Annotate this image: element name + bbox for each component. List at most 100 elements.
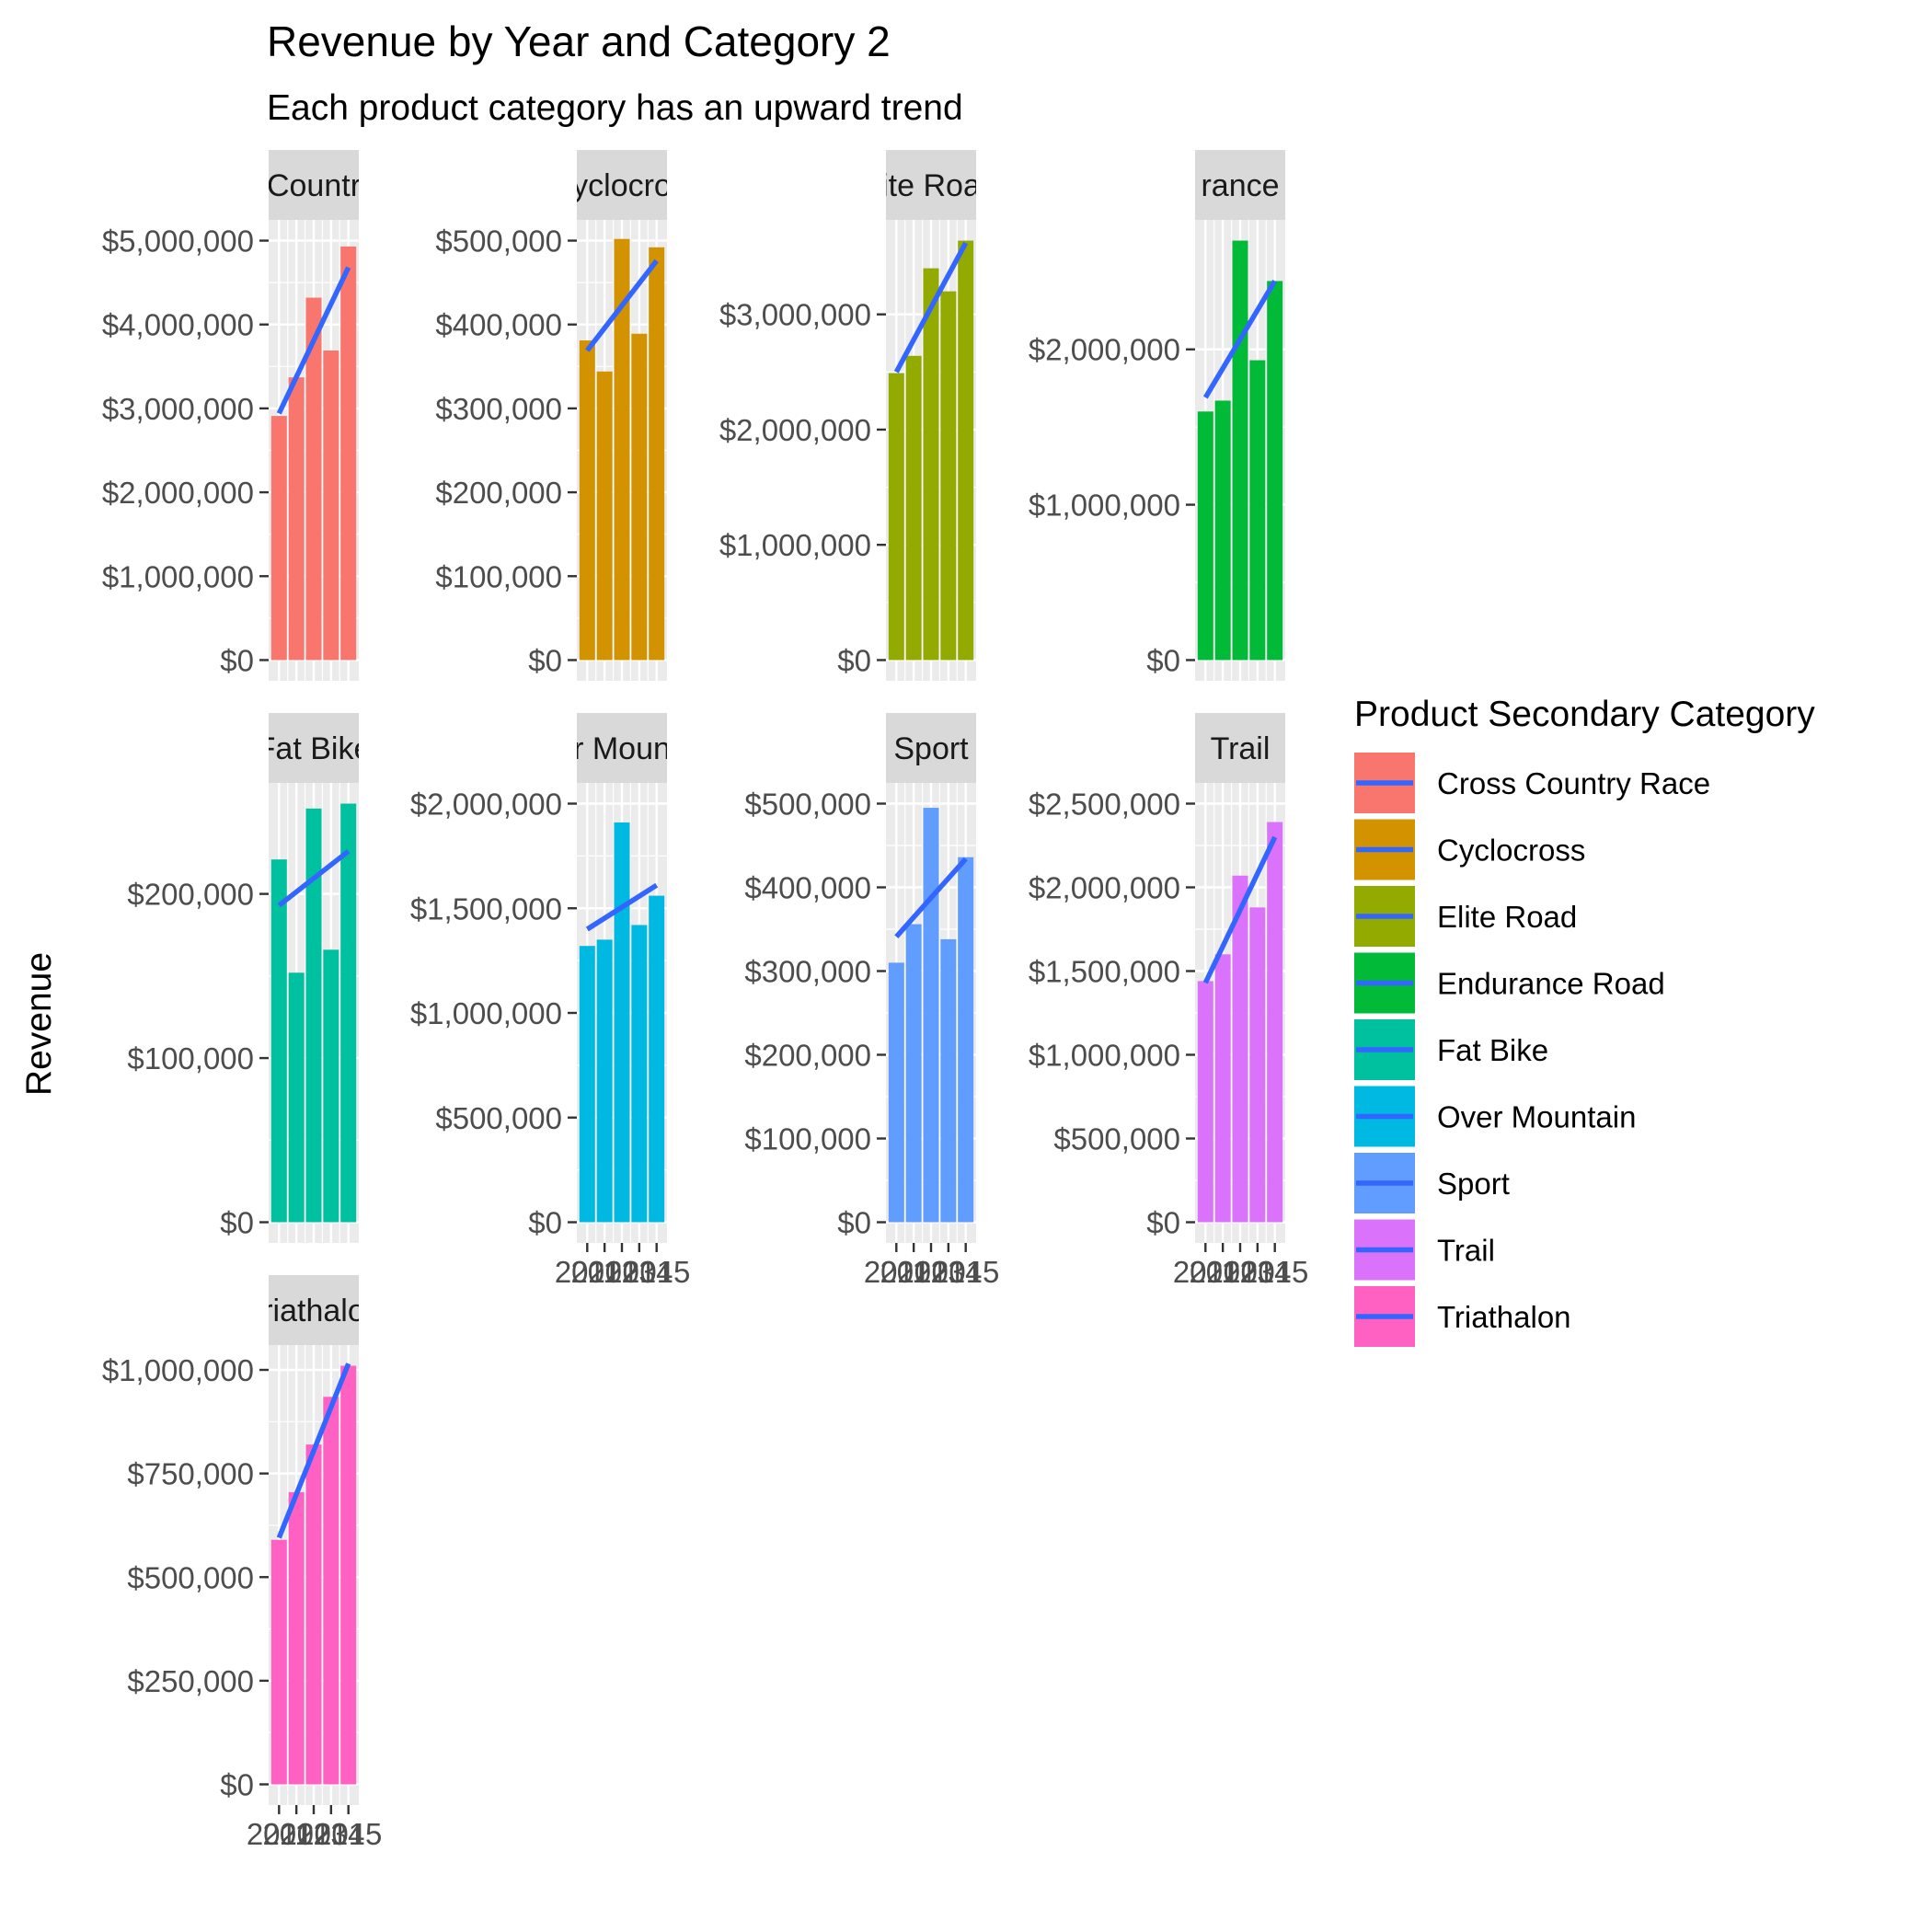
y-tick-label: $750,000: [127, 1457, 254, 1491]
x-tick-label: 2013: [1206, 1255, 1273, 1289]
y-tick-label: $2,500,000: [1029, 788, 1180, 822]
y-tick-label: $2,000,000: [410, 788, 562, 822]
x-tick-label: 2014: [914, 1255, 982, 1289]
x-tick-label: 2012: [880, 1255, 947, 1289]
bar-cyclocross-2012: [596, 371, 613, 661]
trend-line-trail: [1202, 835, 1278, 984]
legend-item-endurance-road: Endurance Road: [1354, 952, 1665, 1014]
trend-line-cyclocross: [585, 259, 659, 352]
legend-item-cyclocross: Cyclocross: [1354, 819, 1585, 880]
facet-panels: Countr $0 $1,000,000 $2,000,000 $3,000,000 $4…: [102, 150, 1308, 1851]
legend-item-cross-country-race: Cross Country Race: [1354, 753, 1710, 813]
bar-elite-road-2012: [905, 355, 922, 661]
y-tick-label: $300,000: [435, 392, 562, 426]
bar-elite-road-2011: [888, 373, 904, 661]
facet-sport: Sport $0 $100,000 $200,000 $300,000 $400,000 $…: [744, 713, 999, 1289]
bar-endurance-road-2015: [1267, 281, 1283, 661]
x-tick-label: 2012: [1189, 1255, 1256, 1289]
facet-strip-label: yclocro: [572, 168, 672, 203]
bar-cyclocross-2011: [579, 340, 595, 661]
trend-line-endurance-road: [1202, 280, 1278, 399]
trend-line-elite-road: [893, 241, 969, 374]
bar-endurance-road-2013: [1232, 240, 1248, 661]
y-tick-label: $100,000: [744, 1122, 871, 1156]
bar-over-mountain-2012: [596, 939, 613, 1223]
facet-strip-label: rance: [1201, 168, 1279, 203]
facet-strip: [886, 713, 976, 783]
facet-trail: Trail $0 $500,000 $1,000,000 $1,500,000 $2,00…: [1029, 713, 1308, 1289]
facet-endurance-road: rance $0 $1,000,000 $2,000,000: [1029, 150, 1285, 681]
legend-item-fat-bike: Fat Bike: [1354, 1019, 1548, 1080]
bar-triathalon-2011: [270, 1539, 287, 1785]
legend-item-trail: Trail: [1354, 1219, 1495, 1281]
facet-strip: [886, 150, 976, 220]
legend-label-elite-road: Elite Road: [1437, 900, 1577, 934]
legend-item-elite-road: Elite Road: [1354, 886, 1577, 947]
bar-cross-country-race-2014: [323, 350, 339, 661]
facet-strip-label: ite Roa: [881, 168, 981, 203]
bar-cyclocross-2015: [649, 247, 665, 661]
legend-label-triathalon: Triathalon: [1437, 1300, 1571, 1334]
legend-item-sport: Sport: [1354, 1153, 1510, 1213]
bar-sport-2012: [905, 924, 922, 1223]
x-tick-label: 2015: [623, 1255, 690, 1289]
y-tick-label: $500,000: [435, 224, 562, 259]
bar-over-mountain-2014: [631, 925, 648, 1223]
bar-endurance-road-2012: [1214, 400, 1231, 661]
x-tick-label: 2014: [1224, 1255, 1291, 1289]
y-tick-label: $0: [1146, 1206, 1180, 1240]
x-tick-label: 2011: [864, 1255, 929, 1289]
bar-cross-country-race-2013: [305, 297, 322, 661]
bar-elite-road-2015: [958, 240, 974, 661]
y-tick-label: $0: [220, 1768, 254, 1802]
y-tick-label: $0: [837, 643, 871, 677]
y-tick-label: $500,000: [127, 1560, 254, 1594]
y-tick-label: $0: [220, 643, 254, 677]
facet-strip: [1195, 150, 1285, 220]
x-tick-label: 2015: [315, 1817, 382, 1851]
y-tick-label: $500,000: [744, 788, 871, 822]
facet-strip: [1195, 713, 1285, 783]
trend-line-sport: [894, 857, 968, 939]
bar-fat-bike-2013: [305, 808, 322, 1223]
y-tick-label: $1,000,000: [1029, 489, 1180, 523]
bar-fat-bike-2011: [270, 859, 287, 1223]
bar-triathalon-2012: [288, 1491, 305, 1785]
bar-cross-country-race-2015: [340, 246, 357, 661]
legend-item-triathalon: Triathalon: [1354, 1286, 1571, 1347]
y-tick-label: $3,000,000: [102, 392, 254, 426]
bar-trail-2015: [1267, 822, 1283, 1223]
facet-strip-label: Countr: [267, 168, 361, 203]
y-tick-label: $0: [837, 1206, 871, 1240]
legend-label-sport: Sport: [1437, 1167, 1510, 1201]
x-tick-label: 2011: [247, 1817, 312, 1851]
y-tick-label: $200,000: [127, 878, 254, 912]
y-tick-label: $400,000: [435, 308, 562, 342]
trend-line-cross-country-race: [276, 266, 351, 415]
facet-cross-country-race: Countr $0 $1,000,000 $2,000,000 $3,000,000 $4…: [102, 150, 361, 681]
legend-title: Product Secondary Category: [1354, 695, 1815, 734]
x-tick-label: 2013: [588, 1255, 655, 1289]
bar-fat-bike-2012: [288, 972, 305, 1223]
chart-title: Revenue by Year and Category 2: [267, 17, 891, 65]
facet-strip-label: Trail: [1211, 731, 1271, 766]
bar-over-mountain-2011: [579, 946, 595, 1223]
x-tick-label: 2011: [1173, 1255, 1238, 1289]
facet-strip: [269, 713, 359, 783]
y-tick-label: $400,000: [744, 871, 871, 905]
x-tick-label: 2014: [605, 1255, 673, 1289]
x-tick-label: 2013: [897, 1255, 964, 1289]
bar-cross-country-race-2012: [288, 377, 305, 661]
y-tick-label: $1,000,000: [102, 559, 254, 593]
y-tick-label: $1,500,000: [1029, 955, 1180, 989]
legend-label-cyclocross: Cyclocross: [1437, 834, 1585, 868]
bar-endurance-road-2011: [1197, 411, 1213, 661]
y-tick-label: $0: [220, 1206, 254, 1240]
legend-items: Cross Country Race Cyclocross Elite Road En…: [1354, 753, 1710, 1347]
trend-line-fat-bike: [277, 849, 351, 908]
y-tick-label: $2,000,000: [1029, 871, 1180, 905]
bar-trail-2012: [1214, 954, 1231, 1223]
y-tick-label: $100,000: [127, 1041, 254, 1075]
y-tick-label: $200,000: [744, 1039, 871, 1073]
